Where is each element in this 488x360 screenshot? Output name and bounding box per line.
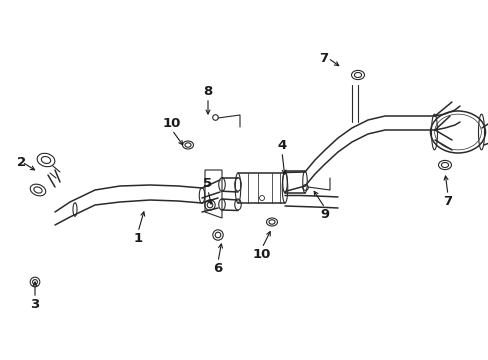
Text: 7: 7 xyxy=(443,195,451,208)
Text: 6: 6 xyxy=(213,262,222,275)
Text: 1: 1 xyxy=(133,232,142,245)
Text: 2: 2 xyxy=(18,156,26,168)
Text: 4: 4 xyxy=(277,139,286,152)
Text: 8: 8 xyxy=(203,85,212,98)
Text: 3: 3 xyxy=(30,298,40,311)
Text: 7: 7 xyxy=(318,51,327,64)
Text: 5: 5 xyxy=(203,177,212,190)
Text: 9: 9 xyxy=(320,208,329,221)
Text: 10: 10 xyxy=(252,248,271,261)
Text: 10: 10 xyxy=(163,117,181,130)
